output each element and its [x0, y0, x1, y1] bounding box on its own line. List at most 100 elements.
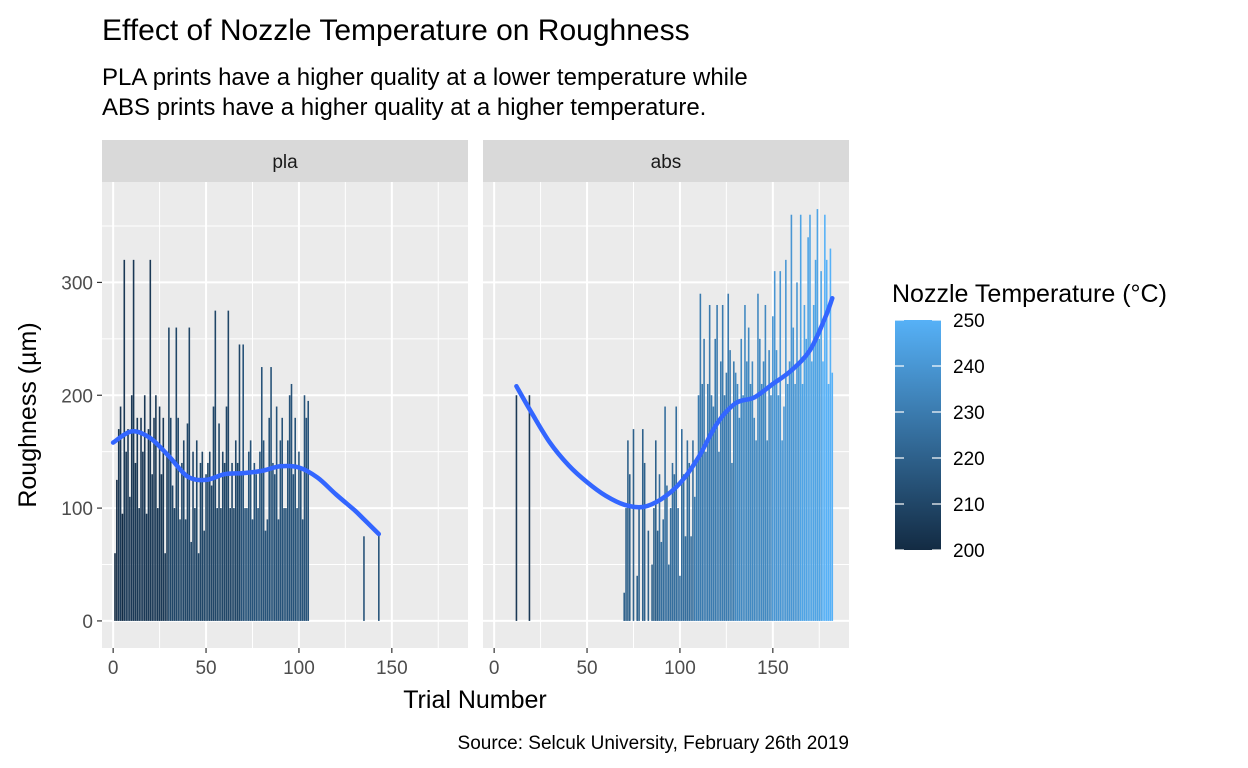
bar [786, 383, 789, 621]
bar [223, 462, 226, 621]
bar [238, 344, 241, 621]
bar [151, 474, 153, 621]
bar [127, 429, 129, 621]
bar [814, 259, 817, 621]
bar [262, 440, 265, 621]
bar [281, 417, 284, 621]
bar [721, 304, 724, 621]
bar [708, 304, 711, 621]
bar [697, 395, 700, 621]
bar [803, 304, 806, 621]
bar [292, 474, 295, 621]
bar [746, 361, 748, 621]
bar [792, 327, 795, 621]
y-tick-label: 100 [61, 499, 93, 520]
x-tick-label: 0 [489, 658, 500, 679]
bar [169, 417, 172, 621]
bar [805, 338, 808, 621]
bar [244, 508, 246, 621]
bar [528, 395, 531, 621]
legend-tick-label: 240 [953, 357, 985, 378]
bar [164, 553, 166, 621]
bar [694, 496, 696, 621]
bar [255, 474, 257, 621]
bar [682, 474, 685, 621]
bar [747, 327, 750, 621]
bar [197, 553, 200, 621]
bar [229, 508, 231, 621]
bar [186, 423, 189, 621]
bar [816, 209, 819, 621]
bar [742, 395, 744, 621]
bar [651, 564, 653, 621]
bar [130, 395, 133, 621]
bar [783, 406, 785, 621]
bar [729, 350, 731, 621]
bar [759, 338, 761, 621]
bar [246, 508, 248, 621]
bar [147, 429, 150, 621]
bar [772, 316, 774, 621]
bar [762, 361, 765, 621]
bar [231, 462, 233, 621]
panel-background [102, 182, 468, 648]
bar [221, 451, 224, 621]
x-axis-ticks: 0 50 100 150 [489, 648, 789, 679]
bar [707, 383, 709, 621]
bar [822, 361, 824, 621]
bar [298, 451, 300, 621]
bar [155, 395, 157, 621]
bar [249, 440, 252, 621]
bar [182, 440, 185, 621]
bar [788, 361, 791, 621]
bar [684, 536, 687, 621]
legend-tick-label: 250 [953, 311, 985, 332]
chart-title: Effect of Nozzle Temperature on Roughnes… [102, 14, 690, 47]
bar [695, 462, 698, 621]
legend-tick-label: 200 [953, 541, 985, 562]
bar [686, 440, 689, 621]
bar [825, 259, 828, 621]
y-tick-label: 0 [82, 612, 93, 633]
bar [647, 530, 650, 621]
bar [205, 474, 207, 621]
bar [279, 440, 282, 621]
bar [166, 451, 168, 621]
bar [114, 553, 116, 621]
bar [129, 496, 131, 621]
bar [744, 304, 746, 621]
bar [156, 508, 159, 621]
bar [307, 400, 310, 621]
bar [781, 440, 783, 621]
bar [671, 462, 674, 621]
bar [260, 367, 263, 621]
bar [171, 485, 174, 621]
bar [785, 259, 787, 621]
bar [210, 485, 213, 621]
bar [207, 462, 209, 621]
bar [790, 214, 793, 621]
bar [677, 508, 679, 621]
x-tick-label: 100 [283, 658, 315, 679]
bar [175, 327, 178, 621]
x-axis-ticks: 0 50 100 150 [108, 648, 408, 679]
legend-tick-label: 220 [953, 449, 985, 470]
bar [799, 214, 802, 621]
x-tick-label: 50 [195, 658, 216, 679]
bar [188, 327, 191, 621]
bar [705, 451, 707, 621]
bar [731, 462, 733, 621]
bar [181, 462, 183, 621]
bar [143, 395, 146, 621]
smooth-line-pla [110, 429, 382, 537]
bar [515, 395, 518, 621]
bar [162, 417, 165, 621]
panel-background [483, 182, 849, 648]
bar [794, 383, 796, 621]
bar [712, 406, 715, 621]
bar [203, 530, 205, 621]
bar [775, 350, 778, 621]
y-tick-label: 200 [61, 386, 93, 407]
bar [710, 395, 713, 621]
bar [117, 429, 120, 621]
